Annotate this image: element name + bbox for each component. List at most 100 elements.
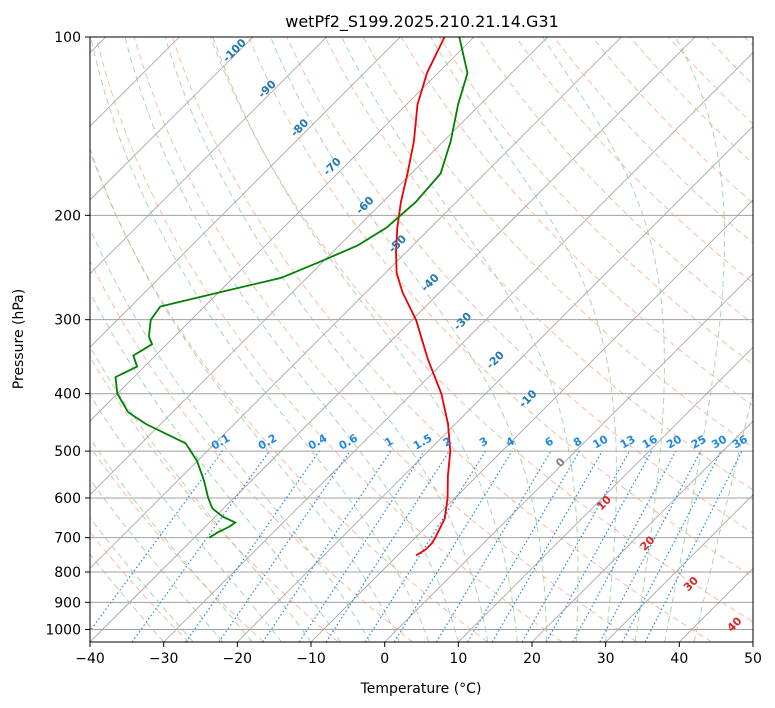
mixing-ratio-label: 13 xyxy=(618,433,638,452)
moist-adiabat-line xyxy=(90,345,312,642)
dry-adiabat-label: -20 xyxy=(484,348,507,371)
isotherm-line xyxy=(163,52,753,642)
dry-adiabat-line xyxy=(286,37,753,534)
dry-adiabat-line xyxy=(591,37,753,204)
dewpoint-line xyxy=(114,37,469,539)
moist-adiabat-line xyxy=(90,394,282,642)
mixing-ratio-line xyxy=(298,450,425,642)
dry-adiabat-label: -90 xyxy=(256,77,279,100)
moist-adiabat-label: 20 xyxy=(638,533,658,553)
moist-adiabat-line xyxy=(430,37,617,642)
isotherm-line xyxy=(310,199,753,642)
isotherm-line xyxy=(90,37,254,201)
isotherm-line xyxy=(384,273,753,642)
isotherm-line xyxy=(458,346,753,642)
moist-adiabat-line xyxy=(90,437,253,642)
dry-adiabat-line xyxy=(324,37,753,491)
moist-adiabat-line xyxy=(90,516,194,642)
dry-adiabat-label: -30 xyxy=(451,310,474,333)
y-tick-label: 800 xyxy=(54,565,81,581)
moist-adiabat-label: 40 xyxy=(725,614,745,634)
dry-adiabat-line xyxy=(90,259,414,642)
dry-adiabat-line xyxy=(90,531,190,642)
moist-adiabat-line xyxy=(164,37,489,642)
dry-adiabat-line xyxy=(210,37,753,623)
mixing-ratio-line xyxy=(545,450,653,642)
adiabat-layer xyxy=(90,37,753,642)
mixing-ratio-label: 0.2 xyxy=(256,432,279,453)
mixing-ratio-line xyxy=(521,450,631,642)
mixing-ratio-line xyxy=(325,450,450,642)
isotherm-line xyxy=(90,37,622,569)
moist-adiabat-label: 0 xyxy=(553,455,568,470)
moist-adiabat-line xyxy=(664,37,726,642)
moist-adiabat-line xyxy=(90,147,400,642)
dry-adiabat-line xyxy=(438,37,753,366)
dry-adiabat-line xyxy=(133,37,638,642)
x-tick-label: 10 xyxy=(449,651,467,667)
isotherm-line xyxy=(90,37,401,348)
tick-layer: −40 −30 −20 −10 0 10 20 30 40 5010009008007006005… xyxy=(45,30,762,667)
moist-adiabat-line xyxy=(90,553,165,642)
series-layer xyxy=(114,37,469,557)
y-tick-label: 300 xyxy=(54,313,81,329)
mixing-ratio-line xyxy=(466,450,580,642)
mixing-ratio-label: 36 xyxy=(730,432,750,451)
mixing-ratio-line xyxy=(393,450,513,642)
isotherm-line xyxy=(237,125,753,642)
dry-adiabat-line xyxy=(706,37,753,86)
mixing-ratio-line xyxy=(435,450,552,642)
x-tick-label: 0 xyxy=(380,651,389,667)
mixing-ratio-label: 8 xyxy=(571,435,584,450)
y-tick-label: 400 xyxy=(54,387,81,403)
dry-adiabat-label: -70 xyxy=(321,155,344,178)
dry-adiabat-label: -100 xyxy=(220,36,249,65)
x-tick-label: 20 xyxy=(523,651,541,667)
dry-adiabat-label: -80 xyxy=(288,116,311,139)
y-tick-label: 600 xyxy=(54,491,81,507)
dry-adiabat-line xyxy=(171,37,712,642)
mixing-ratio-line xyxy=(262,450,392,642)
mixing-ratio-label: 0.4 xyxy=(306,431,330,452)
mixing-ratio-line xyxy=(644,450,743,642)
x-tick-label: 30 xyxy=(597,651,615,667)
moist-adiabat-line xyxy=(90,478,223,642)
y-tick-label: 100 xyxy=(54,30,81,46)
mixing-ratio-label: 30 xyxy=(709,432,729,451)
dry-adiabat-line xyxy=(90,356,339,642)
plot-frame xyxy=(89,36,754,643)
mixing-ratio-label: 0.1 xyxy=(209,432,232,453)
mixing-ratio-label: 25 xyxy=(689,433,709,452)
moist-adiabat-line xyxy=(90,37,430,642)
dry-adiabat-line xyxy=(95,37,563,642)
moist-adiabat-line xyxy=(90,227,371,642)
mixing-ratio-line xyxy=(364,450,486,642)
mixing-ratio-label: 6 xyxy=(543,434,556,449)
isotherm-line xyxy=(90,37,475,422)
moist-adiabat-line xyxy=(212,37,518,642)
dry-adiabat-label: -10 xyxy=(516,387,539,410)
y-tick-label: 700 xyxy=(54,531,81,547)
y-axis-title: Pressure (hPa) xyxy=(11,289,27,389)
mixing-ratio-label: 16 xyxy=(640,432,660,451)
y-tick-label: 500 xyxy=(54,444,81,460)
x-tick-label: −40 xyxy=(75,651,105,667)
y-tick-label: 1000 xyxy=(45,622,81,638)
mixing-ratio-line xyxy=(90,450,223,632)
dry-adiabat-label: -40 xyxy=(419,271,442,294)
isotherm-line xyxy=(90,37,696,642)
dry-adiabat-label: -60 xyxy=(353,193,376,216)
mixing-ratio-label: 3 xyxy=(477,435,490,450)
dry-adiabat-line xyxy=(90,445,264,642)
x-tick-label: 40 xyxy=(670,651,688,667)
moist-adiabat-line xyxy=(270,37,548,642)
mixing-ratio-line xyxy=(491,450,603,642)
dry-adiabat-line xyxy=(477,37,753,325)
moist-adiabat-line xyxy=(693,390,753,642)
x-axis-title: Temperature (°C) xyxy=(360,681,482,697)
grid-layer xyxy=(90,37,753,642)
mixing-ratio-label: 20 xyxy=(664,432,684,451)
moist-adiabat-line xyxy=(124,37,459,642)
x-tick-label: −10 xyxy=(296,651,326,667)
